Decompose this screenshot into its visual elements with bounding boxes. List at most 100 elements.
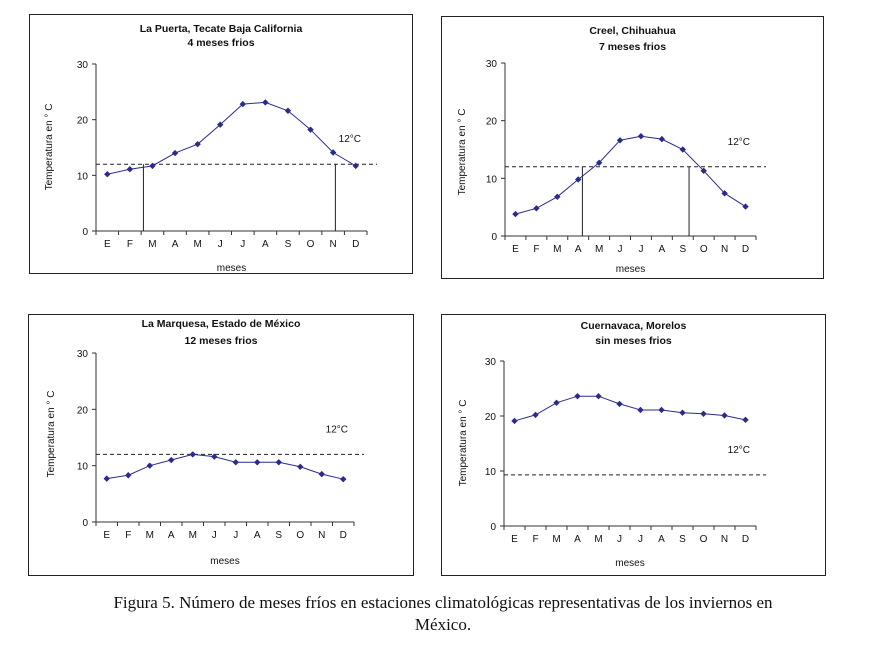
chart-panel-la-marquesa: La Marquesa, Estado de México 12 meses f… <box>28 314 414 576</box>
x-axis-title: meses <box>615 558 644 569</box>
x-tick-label: A <box>659 244 666 255</box>
x-axis-title: meses <box>210 556 239 567</box>
chart-subtitle: 4 meses frios <box>187 37 255 49</box>
data-point <box>532 411 539 419</box>
x-tick-label: O <box>700 534 708 545</box>
x-tick-label: N <box>330 239 337 250</box>
y-tick-label: 0 <box>491 232 497 243</box>
x-tick-label: A <box>574 534 581 545</box>
x-tick-label: M <box>148 239 156 250</box>
x-tick-label: F <box>533 244 539 255</box>
data-point <box>742 203 749 210</box>
y-tick-label: 0 <box>82 518 88 529</box>
chart-panel-creel: Creel, Chihuahua 7 meses frios 0 10 20 30 E F… <box>441 16 824 279</box>
x-tick-label: J <box>638 244 643 255</box>
data-point <box>574 393 581 400</box>
x-tick-label: A <box>262 239 269 250</box>
x-tick-label: M <box>552 534 560 545</box>
y-axis-title: Temperatura en ° C <box>457 109 468 196</box>
data-point <box>217 121 224 128</box>
x-tick-label: M <box>189 530 197 541</box>
data-point <box>146 462 153 469</box>
data-point <box>329 149 337 156</box>
data-point <box>307 126 314 133</box>
y-tick-label: 0 <box>82 227 88 238</box>
y-tick-label: 10 <box>485 467 497 478</box>
chart-plot: 0 10 20 30 E F M A M J J A S O N D 12°C Temperatura en ° … <box>458 357 766 569</box>
x-tick-label: F <box>127 239 133 250</box>
x-tick-label: S <box>679 244 686 255</box>
x-tick-label: M <box>594 534 602 545</box>
x-tick-label: A <box>254 530 261 541</box>
data-point <box>595 393 602 400</box>
x-axis-title: meses <box>217 263 246 274</box>
data-point <box>262 99 269 106</box>
x-tick-label: J <box>212 530 217 541</box>
caption-line-2: México. <box>414 615 472 634</box>
data-point <box>275 459 282 466</box>
data-point <box>595 159 603 166</box>
series-line <box>107 101 356 175</box>
y-axis-title: Temperatura en ° C <box>458 400 469 487</box>
x-tick-label: M <box>553 244 561 255</box>
x-tick-label: A <box>168 530 175 541</box>
chart-plot: 0 10 20 30 E F M A M J J A S O N D 12°C Temperatura en ° … <box>46 349 364 567</box>
data-point <box>194 140 201 148</box>
data-point <box>103 475 110 482</box>
x-tick-label: O <box>700 244 708 255</box>
data-point <box>533 205 540 212</box>
x-tick-label: E <box>104 239 111 250</box>
x-tick-label: D <box>340 530 347 541</box>
chart-plot: 0 10 20 30 E F M A M J J A S O N D 12°C Temperatura en ° … <box>457 59 766 275</box>
chart-title: Cuernavaca, Morelos <box>580 320 687 332</box>
y-tick-label: 20 <box>77 116 89 127</box>
data-point <box>125 472 132 479</box>
x-tick-label: N <box>721 534 728 545</box>
series-line <box>515 135 746 215</box>
figure-caption: Figura 5. Número de meses fríos en estac… <box>0 592 886 636</box>
data-point <box>189 451 196 458</box>
y-axis-title: Temperatura en ° C <box>44 104 55 191</box>
x-tick-label: D <box>352 239 359 250</box>
data-point <box>742 416 749 424</box>
x-tick-label: D <box>742 244 749 255</box>
x-tick-label: J <box>618 244 623 255</box>
y-tick-label: 10 <box>77 462 89 473</box>
x-tick-label: O <box>296 530 304 541</box>
chart-subtitle: 7 meses frios <box>598 41 667 53</box>
x-axis-title: meses <box>616 264 645 275</box>
y-tick-label: 30 <box>486 59 498 70</box>
data-point <box>679 409 686 416</box>
x-tick-label: N <box>318 530 325 541</box>
threshold-label: 12°C <box>326 424 348 435</box>
y-tick-label: 30 <box>77 349 89 360</box>
data-point <box>232 459 239 466</box>
data-point <box>721 190 728 197</box>
data-point <box>149 162 156 170</box>
x-tick-label: J <box>617 534 622 545</box>
x-tick-label: F <box>125 530 131 541</box>
data-point <box>721 412 728 419</box>
y-tick-label: 20 <box>486 117 498 128</box>
y-tick-label: 20 <box>485 412 497 423</box>
threshold-label: 12°C <box>728 445 750 456</box>
data-point <box>168 456 175 464</box>
data-point <box>512 210 519 218</box>
y-tick-label: 30 <box>77 60 89 71</box>
caption-line-1: Figura 5. Número de meses fríos en estac… <box>113 593 773 612</box>
x-tick-label: S <box>679 534 686 545</box>
data-point <box>637 406 644 414</box>
data-point <box>658 406 665 414</box>
threshold-label: 12°C <box>728 137 750 148</box>
data-point <box>700 410 707 417</box>
series-line <box>514 395 746 422</box>
x-tick-label: E <box>511 534 518 545</box>
chart-panel-la-puerta: La Puerta, Tecate Baja California 4 mese… <box>29 14 413 274</box>
y-axis-title: Temperatura en ° C <box>46 391 57 478</box>
x-tick-label: E <box>512 244 519 255</box>
x-tick-label: J <box>240 239 245 250</box>
x-tick-label: M <box>146 530 154 541</box>
data-point <box>239 100 246 108</box>
y-tick-label: 10 <box>486 174 498 185</box>
x-tick-label: A <box>575 244 582 255</box>
